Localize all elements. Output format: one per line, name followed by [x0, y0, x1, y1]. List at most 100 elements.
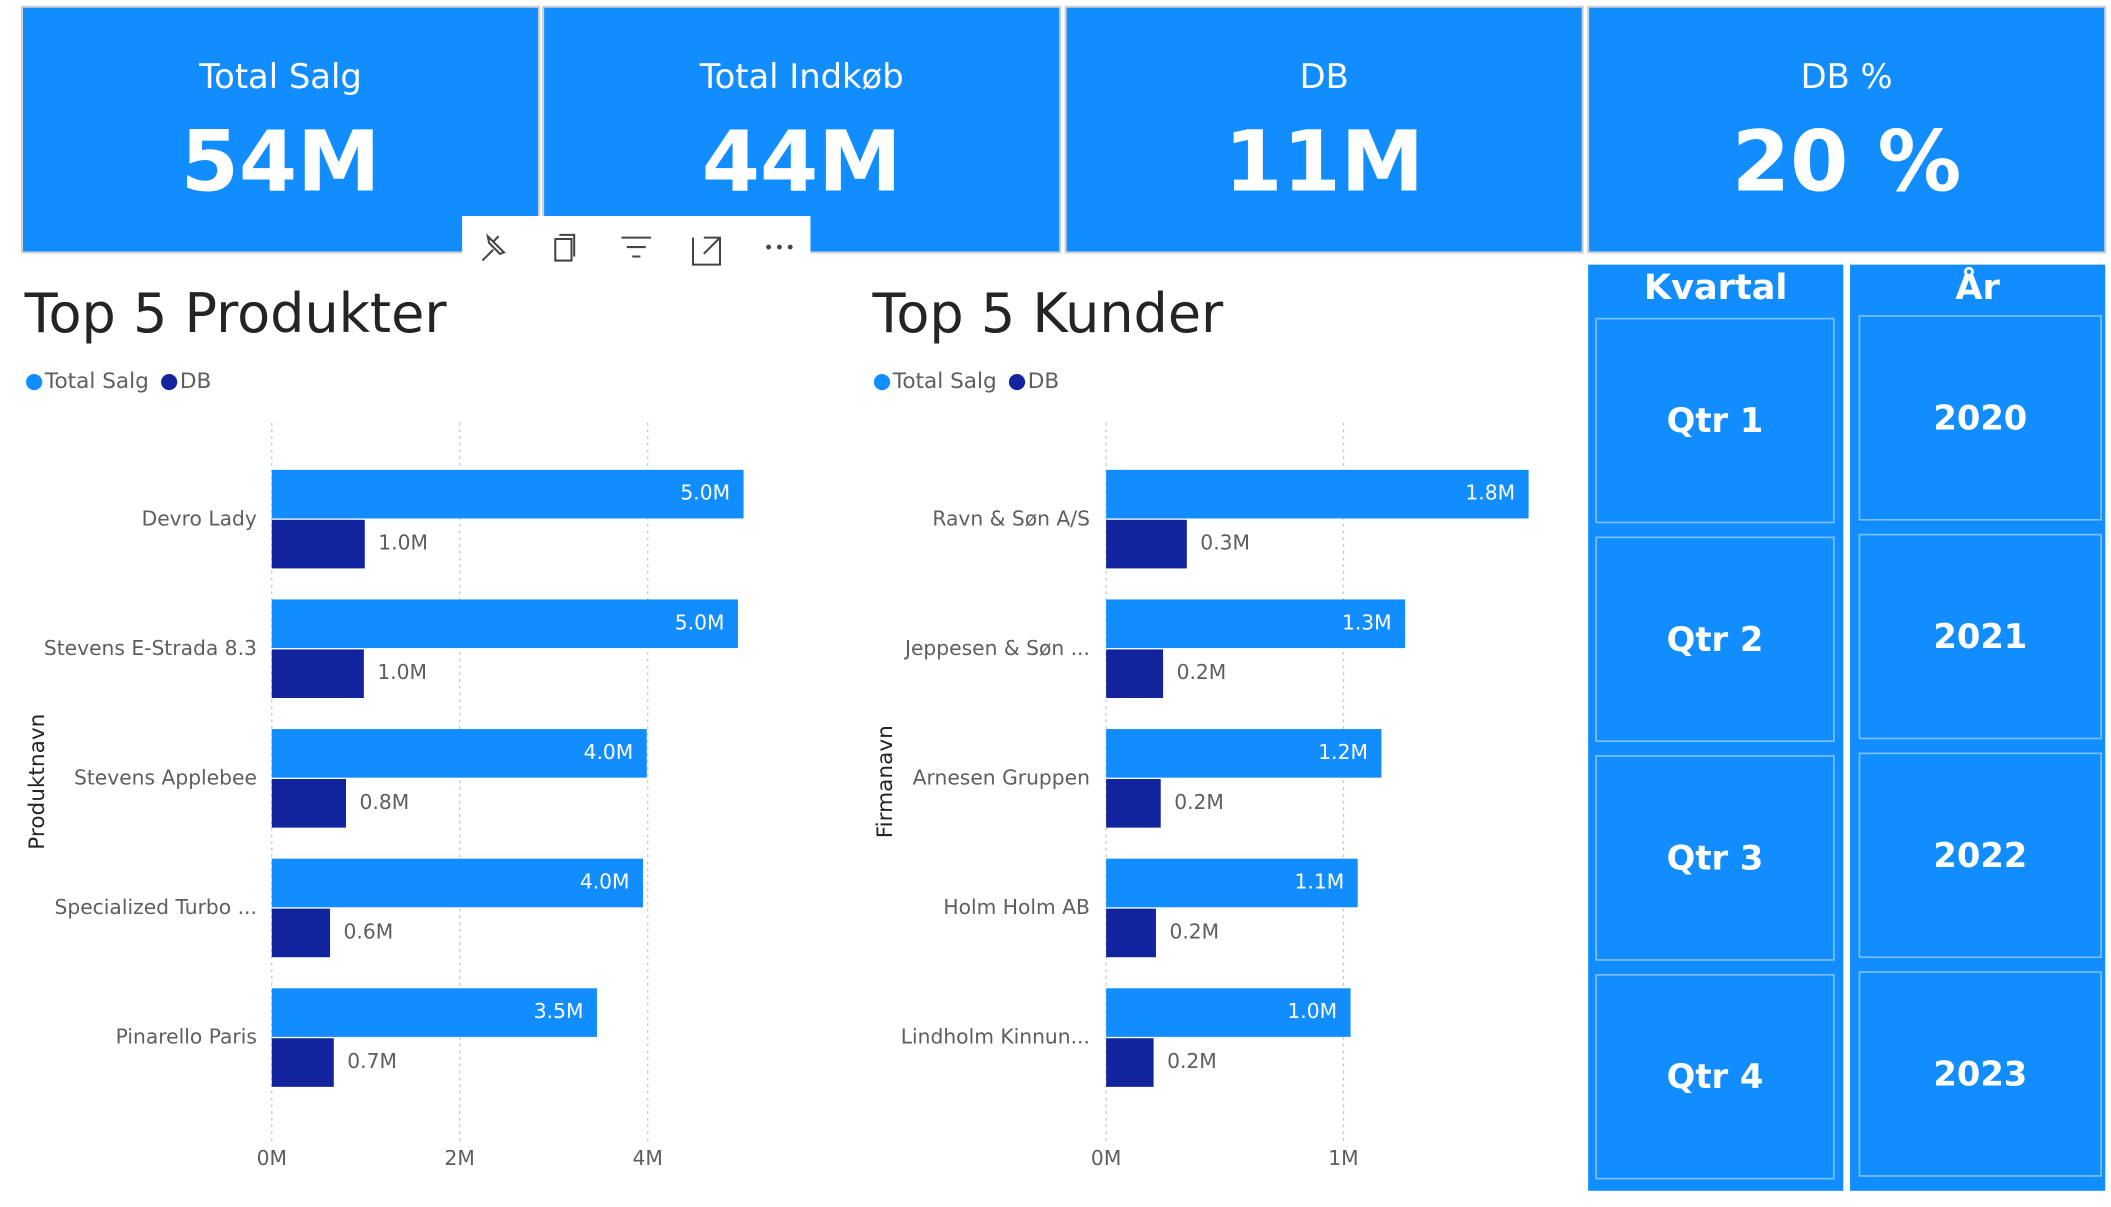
- more-icon[interactable]: [766, 244, 793, 250]
- bar[interactable]: [1106, 599, 1406, 649]
- data-label: 1.0M: [1287, 999, 1337, 1023]
- kpi-card: [1064, 5, 1584, 254]
- x-tick-label: 1M: [1328, 1146, 1358, 1170]
- slicer-item[interactable]: [1858, 533, 2102, 740]
- data-label: 1.2M: [1318, 740, 1368, 764]
- data-label: 1.0M: [378, 531, 428, 555]
- chart-title: Top 5 Produkter: [24, 282, 448, 345]
- bar[interactable]: [1106, 779, 1161, 828]
- chart-title: Top 5 Kunder: [872, 282, 1224, 345]
- bar[interactable]: [271, 988, 597, 1037]
- slicer-item-label[interactable]: 2020: [1933, 398, 2027, 437]
- kpi-card: [20, 5, 541, 254]
- data-label: 0.7M: [347, 1049, 397, 1073]
- bar[interactable]: [271, 779, 347, 828]
- slicer-item[interactable]: [1595, 755, 1835, 961]
- legend-label: Total Salg: [892, 369, 997, 394]
- bar[interactable]: [271, 599, 738, 649]
- slicer-item-label[interactable]: 2022: [1933, 836, 2027, 875]
- kpi-value: 54M: [181, 112, 381, 210]
- kpi-label: Total Salg: [198, 57, 361, 96]
- kpi-card: [1587, 5, 2107, 254]
- data-label: 1.1M: [1295, 869, 1345, 893]
- data-label: 1.8M: [1465, 481, 1515, 505]
- slicer-item[interactable]: [1858, 315, 2102, 521]
- y-tick-label: Ravn & Søn A/S: [932, 506, 1090, 530]
- slicer-item[interactable]: [1595, 973, 1835, 1180]
- data-label: 1.0M: [377, 660, 427, 684]
- legend-marker: [161, 373, 178, 391]
- y-tick-label: Pinarello Paris: [116, 1025, 257, 1049]
- legend-label: Total Salg: [44, 369, 149, 394]
- bar[interactable]: [1106, 729, 1382, 778]
- slicer-title: Kvartal: [1644, 267, 1788, 308]
- bar[interactable]: [1106, 908, 1156, 958]
- bar[interactable]: [1106, 858, 1358, 908]
- kpi-label: DB: [1300, 57, 1349, 96]
- legend-marker: [873, 373, 891, 391]
- y-tick-label: Jeppesen & Søn ...: [903, 636, 1090, 660]
- slicer-item-label[interactable]: 2021: [1933, 617, 2027, 656]
- slicer-item[interactable]: [1858, 752, 2102, 959]
- bar[interactable]: [1106, 519, 1187, 569]
- data-label: 5.0M: [675, 610, 725, 634]
- legend-label: DB: [1028, 369, 1059, 394]
- y-tick-label: Stevens E-Strada 8.3: [44, 636, 257, 660]
- copy-icon[interactable]: [554, 233, 576, 262]
- x-tick-label: 0M: [257, 1146, 287, 1170]
- data-label: 0.2M: [1169, 919, 1219, 943]
- data-label: 4.0M: [584, 740, 634, 764]
- bar[interactable]: [271, 469, 744, 519]
- bar[interactable]: [271, 908, 331, 958]
- kpi-label: DB %: [1801, 57, 1893, 96]
- y-tick-label: Lindholm Kinnun...: [901, 1025, 1090, 1049]
- focus-icon[interactable]: [691, 236, 722, 266]
- bar[interactable]: [271, 1038, 334, 1087]
- y-tick-label: Arnesen Gruppen: [913, 766, 1090, 790]
- bar[interactable]: [1106, 1038, 1154, 1087]
- kpi-value: 11M: [1224, 112, 1424, 210]
- x-tick-label: 4M: [633, 1146, 663, 1170]
- x-tick-label: 0M: [1091, 1146, 1121, 1170]
- data-label: 5.0M: [680, 481, 730, 505]
- bar[interactable]: [1106, 469, 1529, 519]
- slicer-item[interactable]: [1858, 971, 2102, 1177]
- y-axis-title: Produktnavn: [25, 714, 50, 850]
- legend-label: DB: [180, 369, 211, 394]
- bar[interactable]: [1106, 988, 1351, 1037]
- slicer-item-label[interactable]: Qtr 4: [1667, 1057, 1764, 1096]
- pin-icon[interactable]: [481, 233, 506, 262]
- bar[interactable]: [1106, 649, 1164, 699]
- y-tick-label: Stevens Applebee: [74, 766, 257, 790]
- bar[interactable]: [271, 519, 365, 569]
- toolbar-bg: [462, 216, 811, 271]
- visual-toolbar: [462, 216, 811, 271]
- y-tick-label: Specialized Turbo ...: [54, 895, 256, 919]
- legend-marker: [26, 373, 43, 391]
- filter-icon[interactable]: [621, 236, 652, 258]
- data-label: 4.0M: [580, 869, 630, 893]
- slicer-item-label[interactable]: 2023: [1933, 1055, 2027, 1094]
- data-label: 0.6M: [344, 919, 394, 943]
- bar[interactable]: [271, 729, 647, 778]
- slicer-item[interactable]: [1595, 317, 1835, 524]
- slicer-item-label[interactable]: Qtr 1: [1667, 401, 1764, 440]
- data-label: 0.2M: [1177, 660, 1227, 684]
- bar[interactable]: [271, 858, 644, 908]
- slicer-item-label[interactable]: Qtr 3: [1667, 839, 1764, 878]
- data-label: 0.8M: [360, 790, 410, 814]
- slicer-item-label[interactable]: Qtr 2: [1667, 620, 1764, 659]
- kpi-label: Total Indkøb: [699, 57, 904, 96]
- y-axis-title: Firmanavn: [873, 725, 898, 838]
- slicer-item[interactable]: [1595, 536, 1835, 743]
- data-label: 1.3M: [1342, 610, 1392, 634]
- bar[interactable]: [271, 649, 364, 699]
- kpi-card: [542, 5, 1062, 254]
- legend-marker: [1008, 373, 1026, 391]
- y-tick-label: Holm Holm AB: [943, 895, 1090, 919]
- kpi-value: 44M: [702, 112, 902, 210]
- x-tick-label: 2M: [445, 1146, 475, 1170]
- data-label: 0.2M: [1167, 1049, 1217, 1073]
